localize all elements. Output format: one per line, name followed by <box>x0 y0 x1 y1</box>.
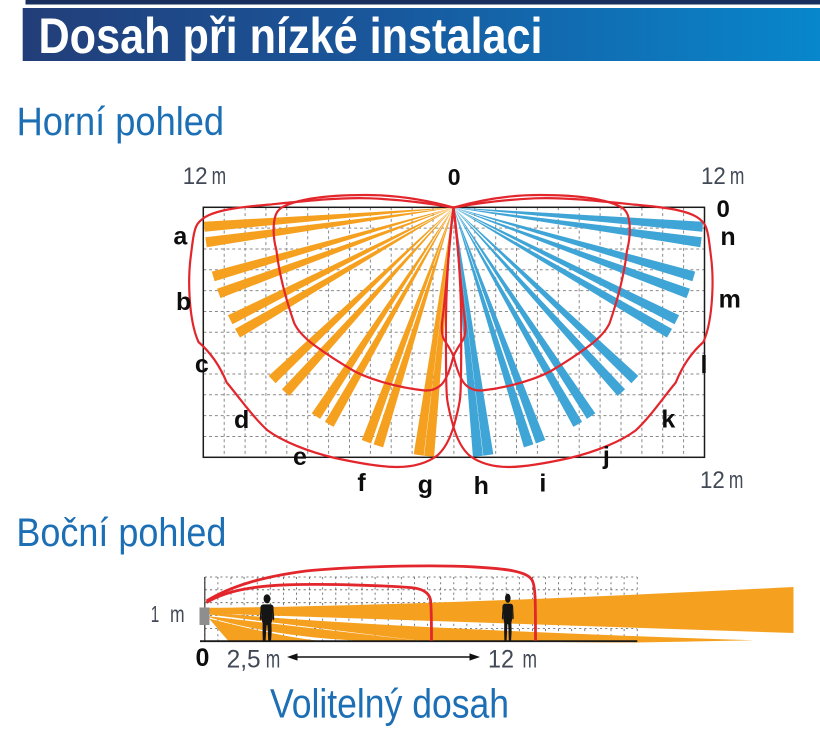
svg-text:Boční pohled: Boční pohled <box>16 511 226 555</box>
svg-text:f: f <box>357 469 366 497</box>
svg-text:j: j <box>602 442 610 470</box>
svg-text:a: a <box>173 222 188 250</box>
svg-text:k: k <box>661 406 675 434</box>
svg-text:2,5m: 2,5 m <box>227 645 281 673</box>
svg-text:12m: 12 m <box>701 163 744 190</box>
svg-text:12m: 12 m <box>700 467 743 494</box>
svg-text:Horní pohled: Horní pohled <box>17 100 225 144</box>
svg-text:0: 0 <box>448 164 461 190</box>
svg-text:n: n <box>720 223 735 251</box>
svg-text:12m: 12 m <box>488 645 537 673</box>
svg-text:1m: 1m <box>151 601 185 627</box>
svg-text:12m: 12 m <box>183 163 226 190</box>
svg-text:0: 0 <box>196 644 210 672</box>
svg-text:g: g <box>418 471 433 499</box>
svg-text:Volitelný dosah: Volitelný dosah <box>270 681 509 727</box>
svg-text:l: l <box>701 351 708 379</box>
svg-text:Dosah při nízké instalaci: Dosah při nízké instalaci <box>39 8 543 64</box>
svg-text:m: m <box>719 286 741 314</box>
svg-text:e: e <box>293 443 307 471</box>
svg-text:d: d <box>234 406 249 434</box>
svg-text:c: c <box>195 351 209 379</box>
svg-text:i: i <box>539 470 546 498</box>
svg-text:b: b <box>176 288 191 316</box>
svg-text:h: h <box>474 472 489 500</box>
svg-text:0: 0 <box>717 196 730 223</box>
